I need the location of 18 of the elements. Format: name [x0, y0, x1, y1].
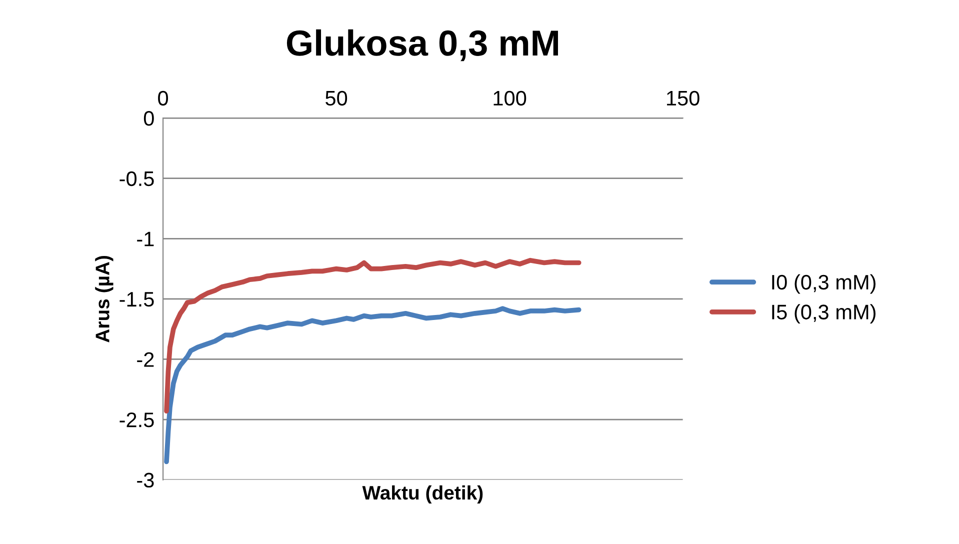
y-axis-title: Arus (µA)	[95, 256, 114, 342]
legend-label: I0 (0,3 mM)	[772, 274, 876, 294]
x-tick-label: 0	[158, 90, 168, 106]
x-axis-title: Waktu (detik)	[362, 485, 483, 504]
y-tick-label: -3	[137, 472, 154, 488]
line-series	[164, 306, 582, 464]
x-tick-label: 150	[667, 90, 700, 106]
y-tick-label: -0.5	[120, 171, 154, 186]
line-series	[164, 258, 582, 414]
x-tick-label: 100	[494, 90, 526, 106]
y-tick-label: -2	[137, 352, 154, 367]
legend-label: I5 (0,3 mM)	[772, 304, 876, 324]
y-tick-label: -1.5	[120, 292, 154, 307]
y-tick-label: 0	[144, 111, 154, 126]
y-tick-label: -2.5	[120, 412, 154, 428]
y-tick-label: -1	[137, 232, 154, 246]
x-tick-label: 50	[326, 90, 348, 106]
chart-title: Glukosa 0,3 mM	[286, 29, 558, 62]
